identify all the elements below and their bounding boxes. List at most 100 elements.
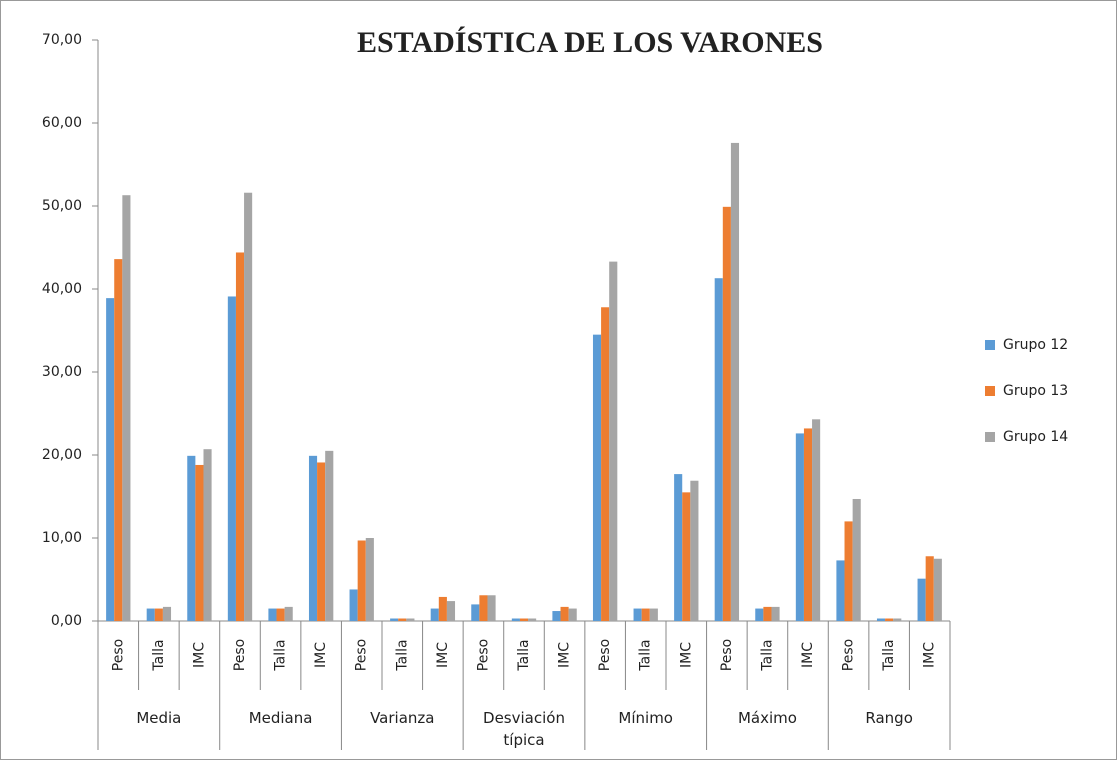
group-label: Máximo — [737, 709, 797, 727]
bar — [893, 618, 902, 621]
bar — [844, 521, 853, 621]
group-label: Desviación típica — [483, 709, 565, 749]
bar — [308, 455, 318, 621]
bar — [106, 298, 115, 621]
bar — [406, 618, 415, 621]
bar — [925, 556, 934, 621]
bar — [276, 608, 285, 621]
bar — [487, 595, 496, 621]
x-tick-label: Peso — [354, 639, 370, 671]
group-label: Varianza — [370, 709, 435, 727]
bar — [609, 261, 618, 621]
y-tick-label: 60,00 — [42, 115, 82, 131]
bar — [365, 538, 374, 621]
legend-label: Grupo 12 — [1003, 337, 1068, 353]
bar — [730, 142, 740, 622]
x-tick-label: Talla — [273, 639, 289, 671]
x-tick-label: IMC — [800, 642, 816, 668]
bar — [227, 296, 236, 621]
bar — [268, 608, 277, 621]
bar — [763, 606, 772, 621]
bar — [552, 611, 561, 621]
bar — [235, 252, 245, 622]
bar — [430, 608, 439, 621]
bar — [633, 608, 642, 621]
bar — [690, 480, 699, 621]
bar — [876, 618, 886, 621]
x-tick-label: Talla — [759, 639, 775, 671]
bar — [317, 462, 326, 621]
bar — [755, 608, 764, 621]
x-tick-label: IMC — [313, 642, 329, 668]
bar — [187, 455, 196, 621]
x-tick-label: Peso — [110, 639, 126, 671]
legend-swatch — [985, 340, 995, 350]
group-label: Media — [136, 709, 182, 727]
bar — [154, 608, 163, 621]
x-tick-label: Talla — [516, 639, 532, 671]
x-tick-label: Talla — [881, 639, 897, 671]
legend-swatch — [985, 386, 995, 396]
bar — [803, 428, 813, 621]
bar — [519, 618, 529, 621]
x-tick-label: IMC — [191, 642, 207, 668]
bar — [122, 195, 131, 621]
bar — [284, 606, 293, 621]
chart-title: ESTADÍSTICA DE LOS VARONES — [357, 26, 823, 59]
bar — [203, 449, 212, 621]
x-tick-label: IMC — [557, 642, 573, 668]
bar — [933, 558, 942, 621]
bar — [146, 608, 155, 621]
bar — [446, 601, 456, 621]
bar — [885, 618, 894, 621]
bar — [471, 604, 480, 621]
bar — [795, 433, 804, 621]
bar — [479, 595, 488, 621]
bar — [511, 618, 520, 621]
bar — [641, 608, 650, 621]
x-tick-label: Talla — [638, 639, 654, 671]
group-label: Mínimo — [618, 709, 673, 727]
y-tick-label: 50,00 — [42, 198, 82, 214]
bar — [357, 540, 366, 621]
bar — [649, 608, 658, 621]
group-label: Mediana — [248, 709, 313, 727]
legend-label: Grupo 14 — [1003, 429, 1068, 445]
y-tick-label: 0,00 — [51, 613, 82, 629]
bar — [722, 206, 731, 621]
x-tick-label: Peso — [719, 639, 735, 671]
bar — [836, 560, 845, 621]
bar — [195, 464, 204, 621]
bar — [398, 618, 407, 621]
x-tick-label: IMC — [678, 642, 694, 668]
legend-label: Grupo 13 — [1003, 383, 1068, 399]
bar — [528, 618, 537, 621]
bar — [601, 307, 610, 621]
x-tick-label: Peso — [232, 639, 248, 671]
bar — [390, 618, 399, 621]
y-tick-label: 10,00 — [42, 530, 82, 546]
bar — [592, 334, 602, 621]
bar — [325, 450, 334, 621]
y-tick-label: 20,00 — [42, 447, 82, 463]
bar — [812, 419, 821, 621]
x-tick-label: Peso — [475, 639, 491, 671]
group-label: Rango — [865, 709, 913, 727]
x-tick-label: IMC — [435, 642, 451, 668]
x-tick-label: Peso — [597, 639, 613, 671]
y-tick-label: 30,00 — [42, 364, 82, 380]
bar — [568, 608, 577, 621]
legend-swatch — [985, 432, 995, 442]
bar — [162, 606, 172, 621]
x-tick-label: Talla — [151, 639, 167, 671]
x-tick-label: IMC — [922, 642, 938, 668]
y-tick-label: 70,00 — [42, 32, 82, 48]
bar — [682, 492, 691, 621]
bar — [771, 606, 780, 621]
y-tick-label: 40,00 — [42, 281, 82, 297]
bar — [714, 278, 723, 621]
bar — [852, 498, 861, 621]
x-tick-label: Talla — [394, 639, 410, 671]
